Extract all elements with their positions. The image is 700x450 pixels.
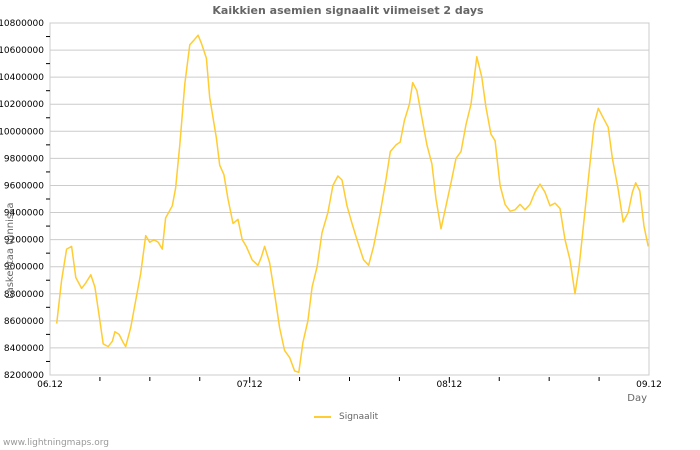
chart-title: Kaikkien asemien signaalit viimeiset 2 d… xyxy=(212,4,484,17)
y-tick-label: 9400000 xyxy=(4,209,44,219)
plot-frame xyxy=(49,22,650,376)
y-tick-label: 10000000 xyxy=(0,127,44,137)
y-tick-label: 9800000 xyxy=(4,154,44,164)
y-tick-label: 8600000 xyxy=(4,317,44,327)
x-tick-label: 08.12 xyxy=(436,380,462,390)
x-tick-label: 07.12 xyxy=(237,380,263,390)
x-tick-label: 09.12 xyxy=(636,380,662,390)
legend-label: Signaalit xyxy=(339,412,379,422)
y-axis-label: Laskentaa tunnissa xyxy=(5,203,16,299)
x-axis-label: Day xyxy=(627,393,647,404)
y-tick-label: 8800000 xyxy=(4,290,44,300)
y-tick-label: 10200000 xyxy=(0,100,44,110)
series-line-signaalit xyxy=(55,34,649,374)
y-tick-label: 9600000 xyxy=(4,181,44,191)
footer-link[interactable]: www.lightningmaps.org xyxy=(3,438,109,448)
y-tick-label: 10400000 xyxy=(0,73,44,83)
y-tick-label: 8200000 xyxy=(4,371,44,381)
x-tick-label: 06.12 xyxy=(37,380,63,390)
y-tick-label: 10800000 xyxy=(0,19,44,29)
y-tick-label: 9000000 xyxy=(4,263,44,273)
legend-swatch xyxy=(314,416,331,418)
y-tick-label: 10600000 xyxy=(0,46,44,56)
y-tick-label: 8400000 xyxy=(4,344,44,354)
legend: Signaalit xyxy=(314,412,378,422)
y-tick-label: 9200000 xyxy=(4,236,44,246)
